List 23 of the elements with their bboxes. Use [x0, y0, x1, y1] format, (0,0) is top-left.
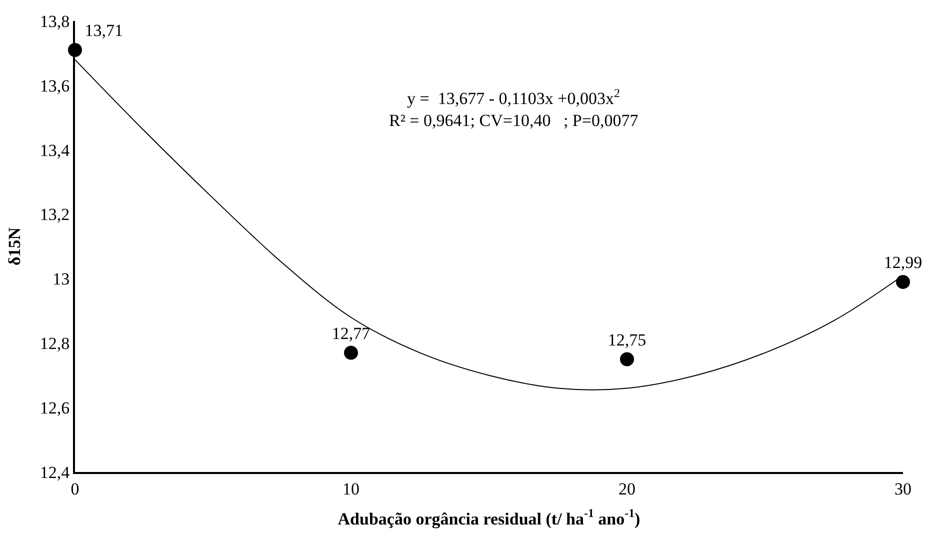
x-tick-label: 0	[70, 479, 80, 498]
x-tick-label: 20	[618, 479, 636, 498]
data-label: 13,71	[84, 20, 123, 40]
y-tick-label: 13,6	[40, 76, 70, 96]
y-tick-label: 12,4	[40, 462, 70, 482]
annotation: R² = 0,9641; CV=10,40 ; P=0,0077	[389, 111, 639, 130]
y-axis-title: δ15N	[4, 226, 24, 266]
y-tick-label: 13,4	[40, 140, 70, 160]
point	[896, 274, 910, 289]
point	[344, 346, 358, 360]
y-tick-label: 13,2	[40, 205, 70, 224]
x-tick-label: 10	[342, 479, 360, 498]
y-tick-label: 12,8	[40, 334, 70, 354]
x-tick-label: 30	[894, 479, 912, 498]
y-tick-label: 12,6	[40, 398, 70, 418]
y-tick-label: 13	[52, 270, 70, 289]
data-label: 12,99	[884, 252, 922, 272]
data-label: 12,77	[332, 324, 371, 343]
data-label: 12,75	[608, 330, 646, 350]
point	[620, 352, 634, 366]
annotation: y = 13,677 - 0,1103x +0,003x$^{2}$	[407, 86, 620, 108]
x-axis-title: Adubação orgância residual (t/ ha$^{-1}$ ano$^{-1}$)	[338, 506, 640, 528]
y-tick-label: 13,8	[40, 12, 70, 31]
